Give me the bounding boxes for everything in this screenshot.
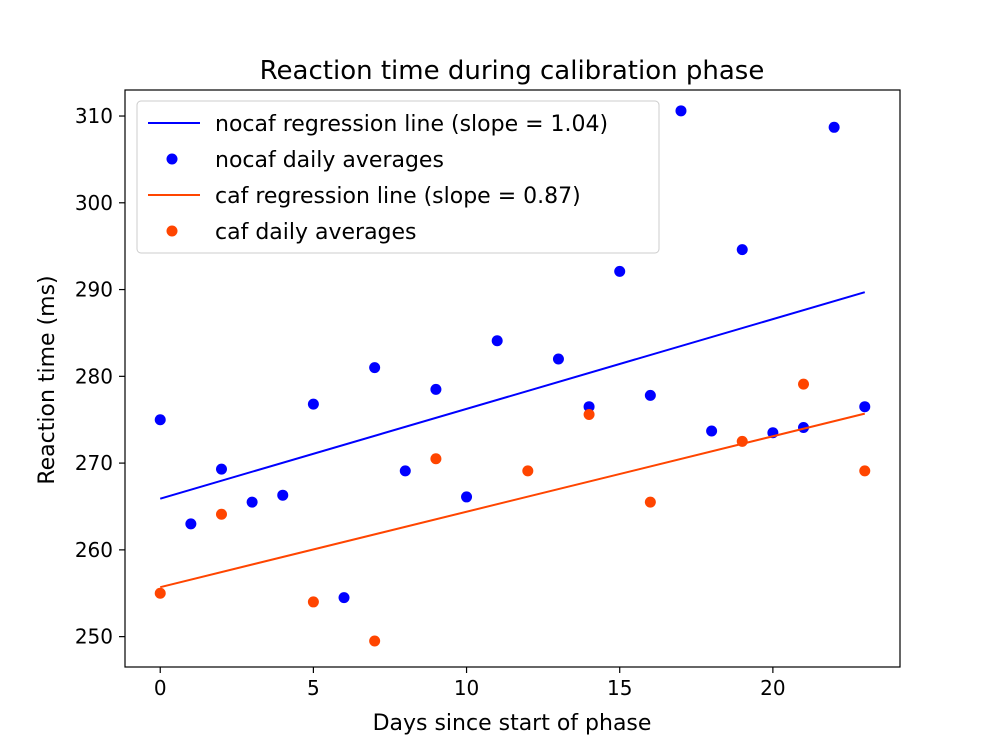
y-axis-label: Reaction time (ms) [35, 275, 60, 484]
axis-ticks: 0 5 10 15 20 250 260 270 280 290 300 310 [75, 104, 786, 700]
data-point [644, 389, 656, 401]
axes-frame [124, 89, 901, 668]
legend-box [136, 100, 660, 254]
legend-label: caf daily averages [215, 220, 417, 245]
data-point [736, 435, 748, 447]
plot-area [154, 105, 871, 647]
x-tick-label: 10 [454, 676, 479, 700]
data-point [215, 508, 227, 520]
legend-item: nocaf daily averages [166, 148, 444, 173]
data-point [706, 425, 718, 437]
legend-item: nocaf regression line (slope = 1.04) [148, 112, 608, 137]
y-tick-label: 270 [75, 451, 113, 475]
y-tick-label: 260 [75, 538, 113, 562]
legend-item: caf daily averages [166, 220, 417, 245]
chart-title: Reaction time during calibration phase [260, 56, 765, 86]
y-tick-label: 290 [75, 278, 113, 302]
data-point [583, 409, 595, 421]
x-tick-label: 20 [760, 676, 785, 700]
x-tick-label: 5 [307, 676, 320, 700]
legend-label: caf regression line (slope = 0.87) [215, 184, 581, 209]
data-point [491, 335, 503, 347]
data-point [859, 401, 871, 413]
data-point [736, 244, 748, 256]
data-point [277, 489, 289, 501]
legend: nocaf regression line (slope = 1.04) noca… [136, 100, 660, 254]
y-tick-label: 310 [75, 104, 113, 128]
y-tick-label: 280 [75, 364, 113, 388]
data-point [399, 465, 411, 477]
data-point [369, 362, 381, 374]
series-1 [154, 105, 871, 604]
data-point [185, 518, 197, 530]
legend-item: caf regression line (slope = 0.87) [148, 184, 581, 209]
legend-marker-swatch [166, 153, 178, 165]
data-point [215, 463, 227, 475]
series-3 [154, 378, 871, 647]
x-axis-label: Days since start of phase [373, 711, 652, 736]
data-point [430, 383, 442, 395]
data-point [798, 378, 810, 390]
data-point [552, 353, 564, 365]
data-point [859, 465, 871, 477]
data-point [461, 491, 473, 503]
y-tick-label: 250 [75, 625, 113, 649]
x-tick-label: 15 [607, 676, 632, 700]
legend-label: nocaf daily averages [215, 148, 444, 173]
series-0 [159, 291, 866, 500]
data-point [614, 265, 626, 277]
regression-line [159, 291, 866, 500]
data-point [430, 453, 442, 465]
data-point [583, 401, 595, 413]
x-tick-label: 0 [154, 676, 167, 700]
data-point [246, 496, 258, 508]
data-point [522, 465, 534, 477]
data-point [307, 398, 319, 410]
legend-label: nocaf regression line (slope = 1.04) [215, 112, 608, 137]
data-point [154, 414, 166, 426]
data-point [338, 592, 350, 604]
data-point [369, 635, 381, 647]
legend-marker-swatch [166, 225, 178, 237]
y-tick-label: 300 [75, 191, 113, 215]
data-point [828, 121, 840, 133]
data-point [307, 596, 319, 608]
data-point [644, 496, 656, 508]
data-point [154, 587, 166, 599]
data-point [675, 105, 687, 117]
